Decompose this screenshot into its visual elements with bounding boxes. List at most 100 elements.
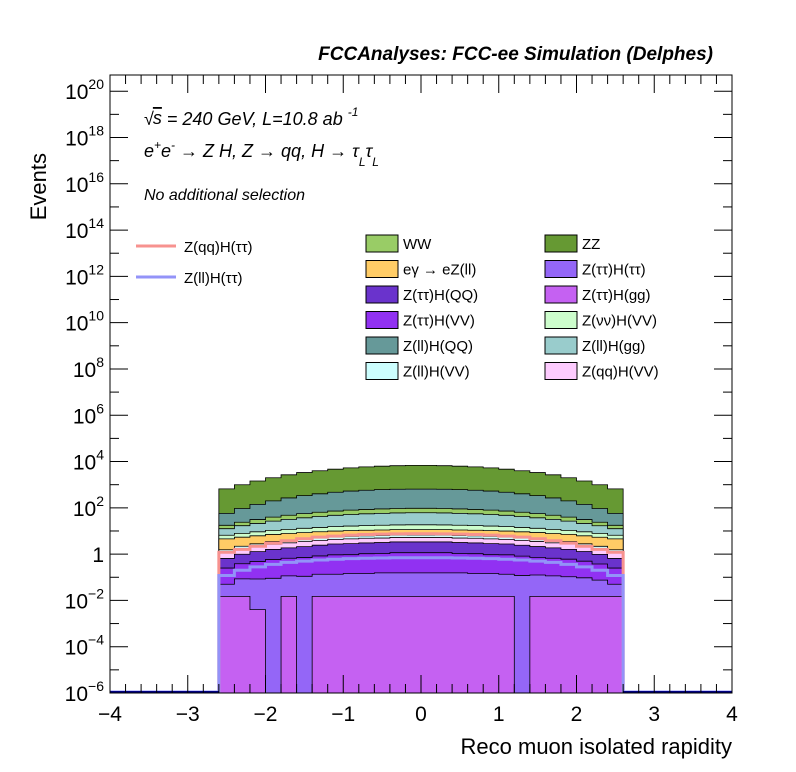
outline-e-ez-ll	[218, 529, 624, 693]
bar-z-h-gg-9	[358, 596, 375, 693]
bar-z-h-gg-25	[607, 596, 624, 693]
axis-ticks	[109, 75, 733, 694]
plot-area	[109, 74, 733, 694]
svg-text:√s = 240 GeV, L=10.8 ab-1: √s = 240 GeV, L=10.8 ab -1	[144, 105, 358, 129]
y-tick-label: 1	[92, 544, 104, 567]
signal-lines	[110, 532, 732, 694]
y-tick-label: 104	[73, 447, 104, 475]
x-tick-label: 3	[648, 703, 660, 726]
outline-z-h-vv	[218, 524, 624, 693]
legend-swatch	[365, 362, 399, 380]
bar-z-h-19	[514, 575, 530, 693]
bar-z-h-gg-16	[467, 596, 484, 693]
x-axis-label: Reco muon isolated rapidity	[461, 734, 732, 759]
outline-z-h-vv	[218, 552, 624, 693]
legend-label: Z(ττ)H(VV)	[403, 313, 475, 330]
legend-swatch	[365, 285, 399, 304]
bar-z-h-5	[296, 576, 313, 693]
x-tick-label: −4	[98, 703, 122, 726]
annotation-process: e+e- → Z H, Z → qq, H → τLτL	[144, 138, 379, 169]
y-tick-label: 102	[73, 493, 104, 521]
signal-line-z-qq-h	[110, 532, 732, 694]
x-tick-labels: −4 −3 −2 −1 0 1 2 3 4	[98, 703, 738, 726]
bar-z-h-gg-17	[483, 596, 499, 693]
stack-layer-z-h-gg	[218, 595, 624, 694]
signal-line-z-ll-h	[110, 556, 732, 694]
legend-label: Z(ll)H(QQ)	[403, 338, 473, 355]
svg-text:e+e- → Z H, Z → qq, H → τLτ: e+e- → Z H, Z → qq, H → τLτL	[144, 138, 379, 169]
bar-z-h-gg-4	[281, 596, 297, 693]
x-tick-label: −2	[254, 703, 278, 726]
outline-ww	[218, 507, 624, 693]
legend-label: Z(νν)H(VV)	[582, 313, 657, 330]
bar-z-h-gg-2	[249, 609, 266, 693]
legend: WW eγ → eZ(ll) Z(ττ)H(QQ) Z(ττ)H(VV) Z(ll)H(…	[136, 234, 659, 381]
bar-z-h-gg-6	[312, 596, 328, 693]
legend-label: Z(ll)H(VV)	[403, 364, 470, 381]
legend-label: Z(ττ)H(gg)	[582, 287, 651, 304]
annotation-energy: √s = 240 GeV, L=10.8 ab -1	[144, 105, 358, 129]
x-tick-label: −3	[176, 703, 200, 726]
bar-z-h-gg-24	[592, 596, 608, 693]
y-tick-label: 10−2	[65, 585, 105, 613]
legend-label: Z(ττ)H(QQ)	[403, 287, 478, 304]
y-tick-label: 10−6	[65, 678, 105, 706]
x-tick-label: 0	[415, 703, 427, 726]
outline-z-ll-h-qq	[218, 488, 624, 693]
bar-z-h-gg-12	[405, 596, 421, 693]
bar-z-h-gg-13	[421, 596, 437, 693]
x-tick-label: −1	[331, 703, 355, 726]
legend-swatch	[365, 311, 399, 329]
x-tick-label: 4	[726, 703, 738, 726]
bar-z-h-gg-18	[498, 596, 515, 693]
x-tick-label: 2	[571, 703, 583, 726]
bar-z-h-gg-8	[343, 596, 359, 693]
y-tick-label: 1012	[65, 261, 104, 289]
bar-z-h-gg-1	[234, 596, 250, 693]
y-tick-label: 1016	[65, 169, 104, 197]
outline-z-h-qq	[218, 541, 624, 693]
bar-z-h-3	[265, 578, 282, 693]
legend-swatch	[544, 362, 578, 380]
bar-z-h-gg-22	[560, 596, 577, 693]
legend-label: Z(qq)H(VV)	[582, 364, 659, 381]
legend-line-label: Z(qq)H(ττ)	[184, 239, 253, 256]
legend-label: Z(ττ)H(ττ)	[582, 262, 646, 279]
legend-line-label: Z(ll)H(ττ)	[184, 270, 243, 287]
bar-z-h-gg-10	[374, 596, 390, 693]
legend-swatch	[544, 311, 578, 329]
legend-swatch	[365, 336, 399, 355]
y-tick-label: 108	[73, 354, 104, 382]
y-tick-label: 1014	[65, 215, 104, 243]
legend-swatch	[544, 260, 578, 278]
legend-label: Z(ll)H(gg)	[582, 338, 645, 355]
y-tick-label: 106	[73, 400, 104, 428]
legend-label: ZZ	[582, 236, 600, 253]
bar-z-h-gg-11	[389, 596, 406, 693]
outline-zz	[218, 464, 624, 693]
y-axis-label: Events	[26, 153, 51, 220]
y-tick-label: 1018	[65, 122, 104, 150]
legend-label: eγ → eZ(ll)	[403, 262, 476, 279]
bar-z-h-gg-0	[218, 596, 235, 693]
legend-swatch	[365, 234, 399, 253]
legend-swatch	[544, 234, 578, 253]
y-tick-label: 1010	[65, 308, 104, 336]
x-tick-label: 1	[493, 703, 505, 726]
bar-z-h-gg-20	[529, 596, 546, 693]
y-tick-labels: 1020 1018 1016 1014 1012 1010 108 106 104 102 1 10−…	[65, 76, 105, 706]
bar-z-h-gg-21	[545, 596, 561, 693]
y-tick-label: 1020	[65, 76, 104, 104]
annotation-selection: No additional selection	[144, 187, 305, 204]
legend-swatch	[544, 285, 578, 304]
legend-label: WW	[403, 236, 432, 253]
y-tick-label: 10−4	[65, 632, 105, 660]
chart-title: FCCAnalyses: FCC-ee Simulation (Delphes)	[318, 44, 713, 65]
outline-z-ll-h-gg	[218, 512, 624, 693]
bar-z-h-gg-23	[576, 596, 593, 693]
bar-z-h-gg-7	[327, 596, 344, 693]
bar-z-h-gg-14	[436, 596, 453, 693]
legend-swatch	[544, 336, 578, 355]
legend-swatch	[365, 260, 399, 278]
